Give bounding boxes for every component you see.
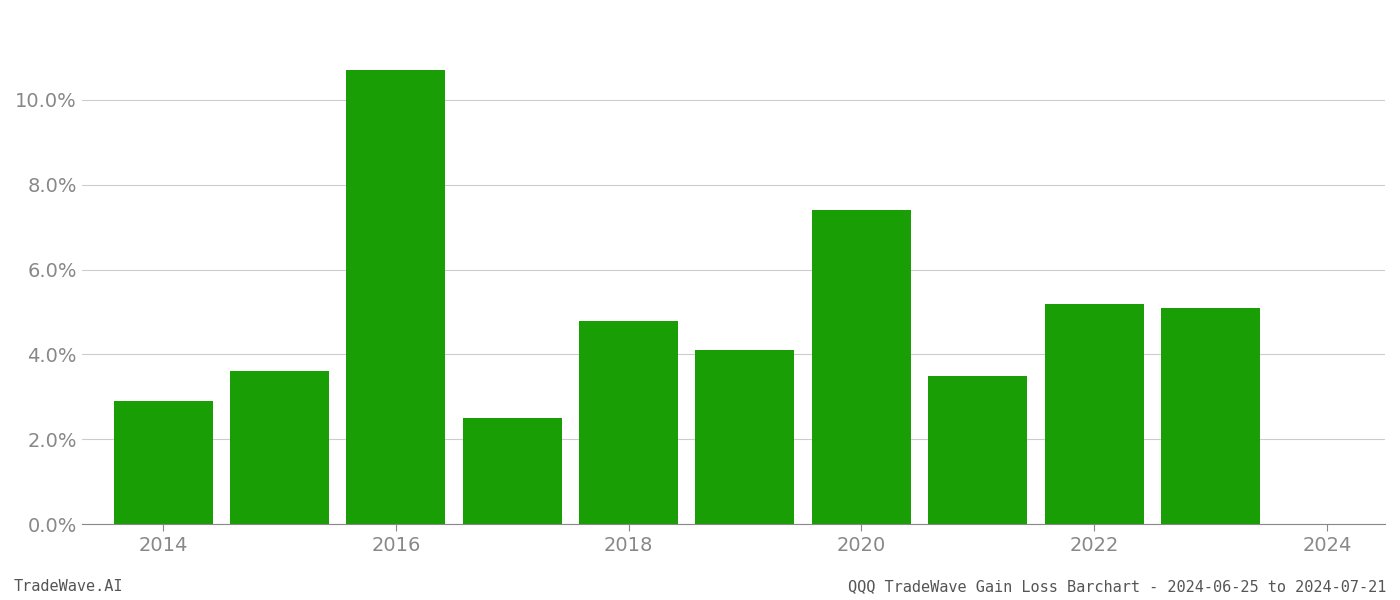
- Bar: [1161, 308, 1260, 524]
- Bar: [696, 350, 794, 524]
- Bar: [230, 371, 329, 524]
- Bar: [1044, 304, 1144, 524]
- Bar: [113, 401, 213, 524]
- Text: TradeWave.AI: TradeWave.AI: [14, 579, 123, 594]
- Text: QQQ TradeWave Gain Loss Barchart - 2024-06-25 to 2024-07-21: QQQ TradeWave Gain Loss Barchart - 2024-…: [847, 579, 1386, 594]
- Bar: [580, 320, 678, 524]
- Bar: [812, 210, 911, 524]
- Bar: [928, 376, 1028, 524]
- Bar: [463, 418, 561, 524]
- Bar: [346, 70, 445, 524]
